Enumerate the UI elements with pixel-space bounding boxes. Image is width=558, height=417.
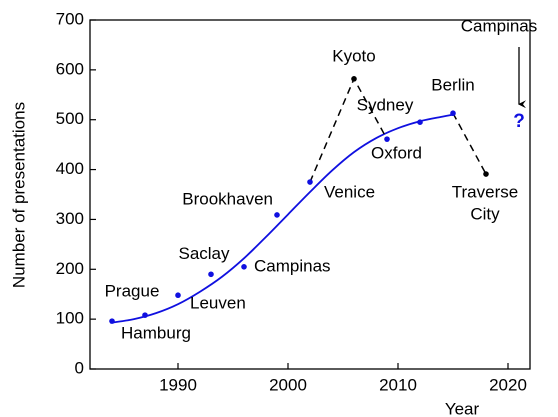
point-label: Hamburg xyxy=(121,324,191,343)
data-point xyxy=(384,136,390,142)
data-point xyxy=(307,179,313,185)
data-point xyxy=(175,292,181,299)
point-label: Berlin xyxy=(431,76,474,95)
point-label: Saclay xyxy=(178,244,230,263)
y-tick-label: 100 xyxy=(56,309,84,328)
data-point xyxy=(109,318,115,324)
x-tick-label: 2020 xyxy=(489,375,527,394)
y-tick-label: 400 xyxy=(56,159,84,178)
x-axis-label: Year xyxy=(445,399,480,417)
y-tick-label: 300 xyxy=(56,209,84,228)
data-point xyxy=(351,76,357,82)
y-axis-label: Number of presentations xyxy=(9,102,28,288)
fit-curve xyxy=(111,113,454,324)
data-point xyxy=(483,171,489,177)
y-tick-label: 600 xyxy=(56,59,84,78)
plot-frame xyxy=(89,19,531,370)
point-label: Traverse xyxy=(452,183,518,202)
x-tick-label: 2000 xyxy=(269,375,307,394)
y-tick-label: 0 xyxy=(75,358,84,377)
y-tick-label: 200 xyxy=(56,259,84,278)
x-tick-label: 2010 xyxy=(379,375,417,394)
annotation-marker: ? xyxy=(513,111,525,132)
annotation-text: Campinas xyxy=(461,16,538,35)
point-label: Sydney xyxy=(357,96,414,115)
point-label: Leuven xyxy=(190,294,246,313)
data-point xyxy=(274,212,280,218)
point-label: Oxford xyxy=(371,144,422,163)
data-point xyxy=(417,119,423,126)
y-tick-label: 500 xyxy=(56,109,84,128)
data-point xyxy=(450,110,456,117)
data-point xyxy=(142,312,148,318)
x-tick-label: 1990 xyxy=(159,375,197,394)
point-label: City xyxy=(470,205,500,224)
point-label: Brookhaven xyxy=(182,189,273,208)
point-label: Kyoto xyxy=(332,46,375,65)
y-tick-label: 700 xyxy=(56,9,84,28)
point-label: Prague xyxy=(105,282,160,301)
data-point xyxy=(241,263,247,270)
point-label: Venice xyxy=(324,183,375,202)
data-point xyxy=(208,271,214,278)
point-label: Campinas xyxy=(254,256,331,275)
